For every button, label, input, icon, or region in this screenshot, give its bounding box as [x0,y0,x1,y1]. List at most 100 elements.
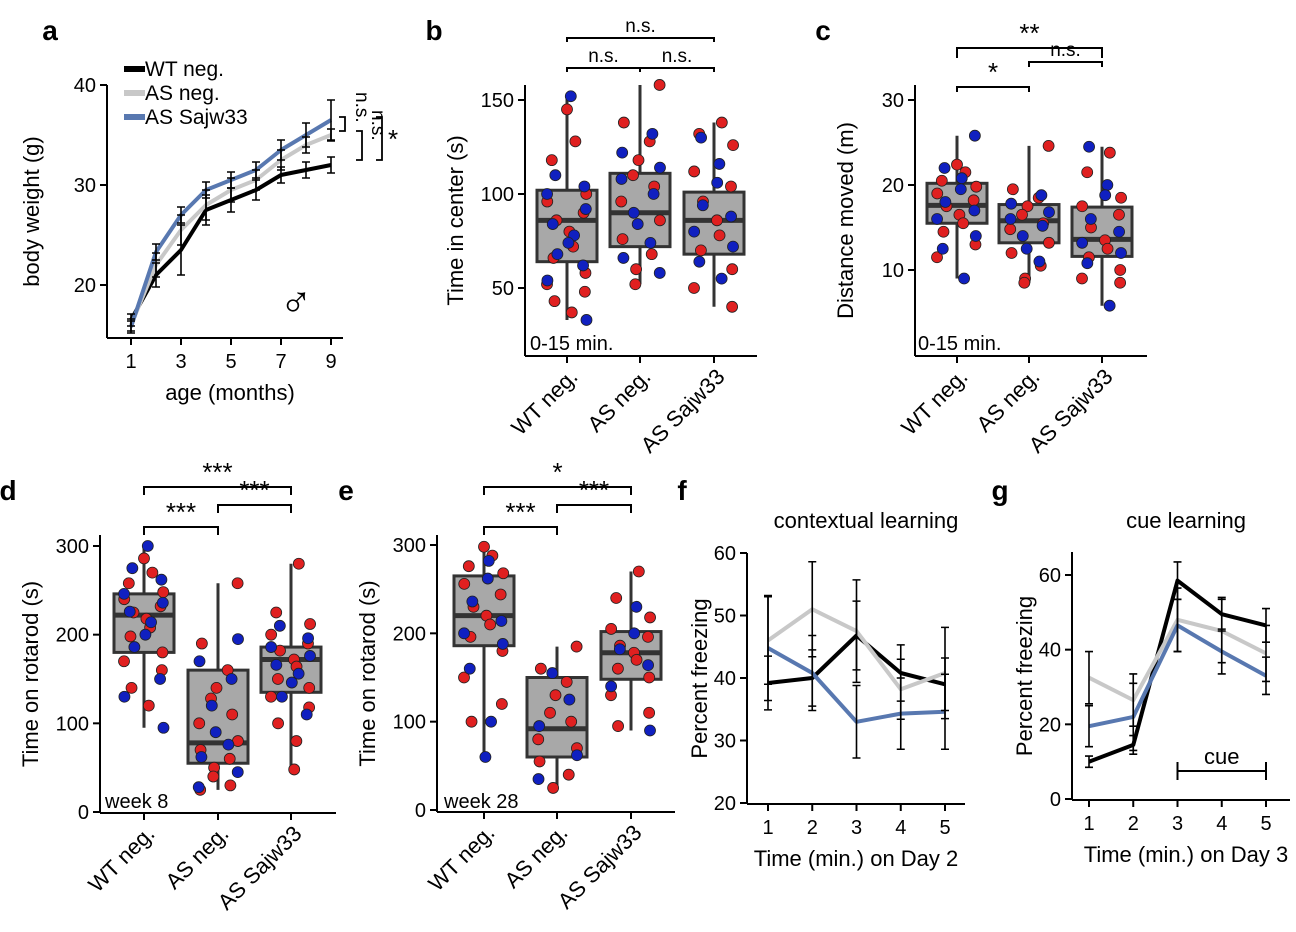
point-male-0-4 [458,627,470,640]
point-male-1-0 [232,633,244,645]
point-female-0-0 [478,540,490,553]
point-female-2-10 [1076,272,1088,285]
x-tick-label-4: 4 [895,817,906,839]
x-tick-label-1: AS neg. [161,821,234,894]
point-male-0-7 [485,715,497,728]
y-axis-label: Time on rotarod (s) [18,581,43,767]
point-female-0-12 [495,698,508,710]
point-female-2-1 [610,592,623,604]
point-female-2-0 [1103,146,1116,159]
y-tick-label-40: 40 [74,75,96,97]
point-male-1-7 [644,236,657,249]
point-female-1-11 [629,278,642,291]
sig-bracket-2 [483,486,632,495]
point-male-1-4 [532,773,545,785]
point-female-0-13 [125,681,138,694]
male-symbol: ♂ [280,278,313,327]
point-female-1-9 [645,248,658,261]
legend-label-0: WT neg. [145,58,224,81]
x-tick-label-0: WT neg. [896,364,972,440]
point-male-1-1 [193,655,206,668]
y-tick-label-100: 100 [481,184,514,206]
point-male-1-5 [222,738,235,751]
point-female-0-1 [569,135,582,148]
point-female-1-3 [632,154,645,167]
point-female-2-9 [1114,264,1127,276]
chart-title: cue learning [1126,508,1246,533]
point-male-1-5 [1016,230,1029,242]
point-male-2-6 [1115,247,1127,259]
point-female-2-2 [304,618,316,630]
x-tick-label-2: 2 [807,817,818,839]
point-female-1-1 [534,662,547,675]
point-female-0-11 [458,671,470,684]
y-tick-label-30: 30 [882,90,904,112]
point-male-2-2 [613,643,626,656]
chart-title: contextual learning [774,508,959,533]
panel-label-b: b [425,15,442,46]
sig-label-1: *** [239,475,269,505]
point-male-0-3 [118,587,130,600]
point-male-2-5 [688,225,701,238]
error-bar-2-4 [227,171,235,189]
sig-bracket-2 [956,47,1103,58]
point-male-0-11 [157,721,170,734]
point-male-2-3 [696,199,709,212]
point-male-1-7 [231,766,244,778]
point-female-0-8 [484,618,497,631]
point-male-0-8 [479,751,492,763]
sig-label-1: n.s. [662,46,693,67]
point-male-2-6 [727,240,739,253]
point-female-1-5 [226,708,239,721]
point-male-2-5 [1076,236,1089,249]
error-bar-2-0 [1085,704,1093,748]
point-male-1-4 [647,188,660,200]
x-tick-label-0: WT neg. [506,364,582,440]
cue-label: cue [1204,744,1239,769]
cue-bracket [1176,762,1267,780]
point-female-1-3 [549,689,562,702]
sig-label-0: *** [505,497,535,527]
error-bar-0-7 [302,161,310,179]
y-tick-label-40: 40 [714,668,736,690]
sig-bracket-2 [143,486,292,495]
point-female-2-9 [303,681,316,694]
y-tick-label-20: 20 [882,175,904,197]
point-male-2-8 [715,272,728,285]
error-bar-2-3 [896,677,905,751]
point-male-2-0 [695,131,707,144]
point-female-0-3 [970,180,983,193]
point-female-1-12 [224,779,237,792]
point-male-2-1 [302,632,314,645]
point-female-0-0 [561,103,573,116]
point-female-1-8 [1005,247,1018,259]
point-female-0-9 [937,225,950,238]
point-female-2-8 [612,662,624,675]
sig-label-1: *** [579,475,609,505]
sig-bracket-1 [1028,61,1103,67]
point-male-0-2 [955,172,968,185]
point-male-1-6 [195,751,208,763]
y-tick-label-0: 0 [1050,789,1061,811]
panel-e: e 0 100 200 300 Time on rotarod (s) WT neg. AS … [338,457,675,914]
point-female-1-10 [547,782,560,794]
point-female-2-9 [643,671,656,684]
panel-label-g: g [991,475,1008,506]
point-male-2-0 [273,619,286,632]
point-female-2-9 [726,263,739,276]
point-female-0-13 [465,715,478,728]
point-male-1-0 [1035,189,1048,202]
point-female-2-7 [630,653,643,666]
point-male-0-1 [126,562,139,575]
point-male-0-1 [938,162,951,174]
y-tick-label-10: 10 [882,260,904,282]
point-male-0-0 [968,129,981,142]
sig-bracket-2 [566,37,715,42]
sig-bracket-0 [566,67,641,72]
point-male-0-7 [139,628,152,641]
point-female-2-8 [272,673,284,685]
y-tick-label-50: 50 [492,278,514,300]
point-male-1-3 [205,699,218,712]
error-bar-2-6 [277,139,285,161]
panel-inset-label: week 8 [104,791,168,813]
